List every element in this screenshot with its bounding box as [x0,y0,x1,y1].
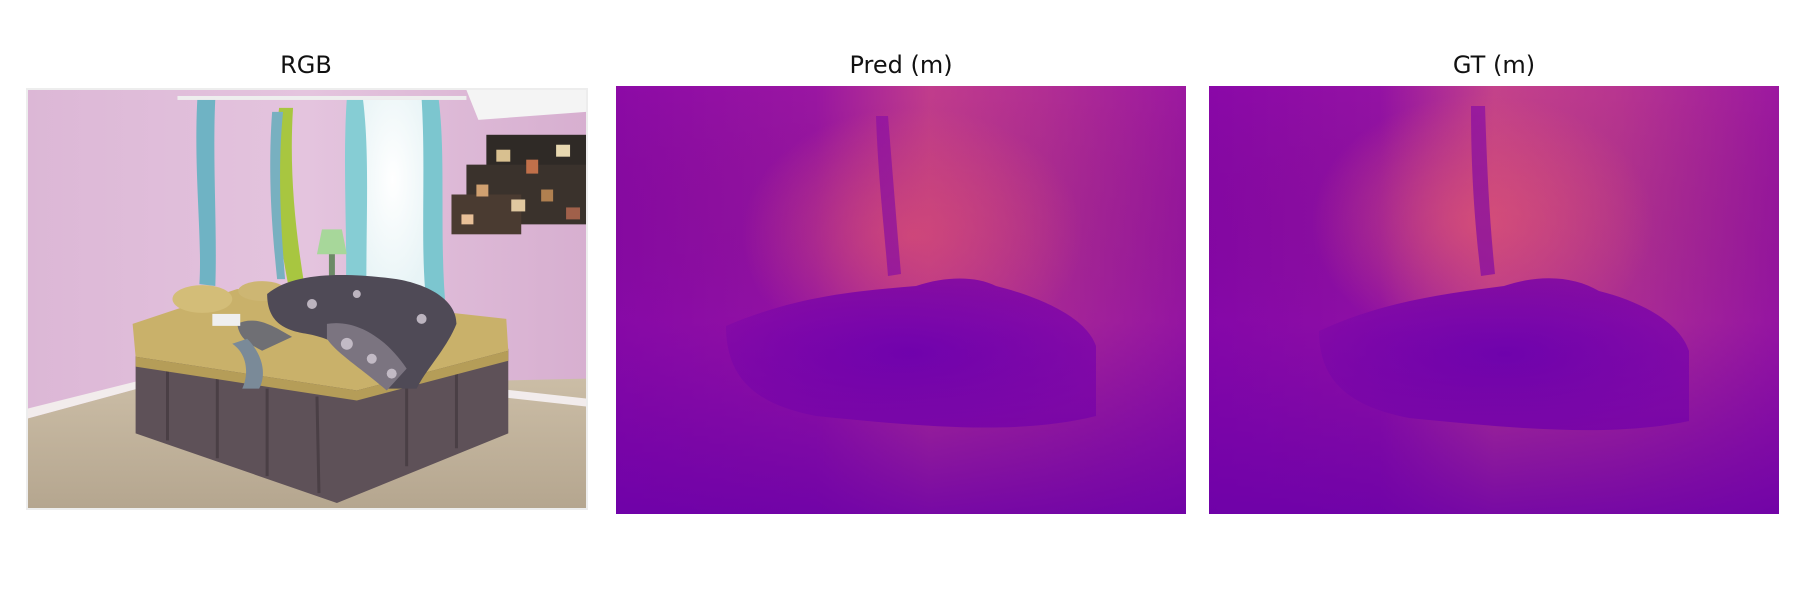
photo-collage [451,134,586,235]
rgb-panel-title: RGB [280,51,332,79]
lamp-shade [316,229,347,255]
pred-depth-image [616,86,1186,514]
gt-depth-map [1209,86,1779,514]
curtain-right-right [421,97,447,319]
rgb-image [26,88,588,510]
bedroom-photo [28,90,586,508]
window [356,99,429,299]
baseboard-right [496,388,586,407]
curtain-left [196,97,216,287]
pred-panel-title: Pred (m) [849,51,953,79]
shelf [466,90,586,120]
curtain-right-left [344,97,368,321]
curtain-green [275,107,306,290]
gt-panel-title: GT (m) [1452,51,1536,79]
gt-depth-image [1209,86,1779,514]
lamp-base [328,254,335,285]
curtain-rod [177,95,467,100]
pred-depth-map [616,86,1186,514]
baseboard-left [28,380,140,419]
pillow [172,285,233,313]
